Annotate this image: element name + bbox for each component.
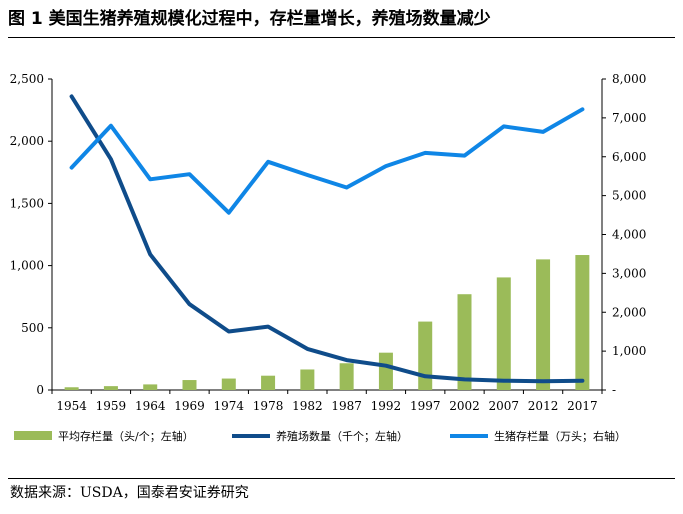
inventory-line: [69, 107, 585, 215]
title-rule: [8, 37, 675, 38]
y-tick-label-right: 2,000: [612, 305, 646, 319]
x-tick-label: 1987: [331, 399, 362, 413]
bar: [536, 259, 551, 390]
y-tick-label-left: 1,000: [10, 259, 44, 273]
legend-label: 养殖场数量（千个；左轴）: [276, 429, 408, 443]
bar: [261, 375, 276, 390]
x-tick-label: 1969: [174, 399, 205, 413]
bar: [143, 384, 158, 390]
y-tick-label-right: -: [612, 383, 616, 397]
y-tick-label-right: 5,000: [612, 189, 646, 203]
y-tick-label-right: 1,000: [612, 344, 646, 358]
line-series: [69, 94, 585, 384]
y-tick-label-left: 1,500: [10, 196, 44, 210]
legend-label: 生猪存栏量（万头；右轴）: [494, 429, 626, 443]
y-tick-label-left: 0: [36, 383, 44, 397]
y-tick-label-right: 7,000: [612, 111, 646, 125]
source-note: 数据来源：USDA，国泰君安证券研究: [10, 485, 249, 501]
legend-swatch-bar: [14, 431, 52, 440]
x-tick-label: 1964: [135, 399, 166, 413]
bar: [339, 363, 354, 390]
bar: [103, 386, 118, 390]
x-tick-label: 2017: [567, 399, 598, 413]
y-tick-label-right: 4,000: [612, 228, 646, 242]
bar-series: [64, 255, 590, 390]
x-tick-label: 1992: [371, 399, 402, 413]
x-tick-label: 1982: [292, 399, 323, 413]
bar: [418, 321, 433, 390]
y-tick-label-left: 2,000: [10, 134, 44, 148]
legend-label: 平均存栏量（头/个；左轴）: [58, 429, 194, 443]
x-tick-label: 1974: [214, 399, 245, 413]
x-tick-label: 1978: [253, 399, 284, 413]
bar: [496, 277, 511, 390]
x-tick-label: 1954: [56, 399, 87, 413]
y-tick-label-right: 3,000: [612, 266, 646, 280]
bar: [221, 378, 236, 390]
chart-legend: 平均存栏量（头/个；左轴） 养殖场数量（千个；左轴） 生猪存栏量（万头；右轴）: [14, 429, 626, 443]
x-tick-label: 1959: [96, 399, 127, 413]
bar: [378, 352, 393, 390]
chart: 0 500 1,000 1,500 2,000 2,500 - 1,000 2,000 3,000…: [10, 72, 647, 443]
bar: [575, 255, 590, 390]
figure-title: 图 1 美国生猪养殖规模化过程中，存栏量增长，养殖场数量减少: [8, 9, 491, 29]
y-tick-label-left: 2,500: [10, 72, 44, 86]
source-rule: [8, 478, 675, 479]
bar: [300, 369, 315, 390]
x-tick-label: 1997: [410, 399, 441, 413]
y-tick-label-right: 6,000: [612, 150, 646, 164]
bar: [64, 387, 79, 390]
bar: [182, 380, 197, 390]
y-tick-label-right: 8,000: [612, 72, 646, 86]
x-tick-label: 2012: [528, 399, 559, 413]
y-tick-label-left: 500: [21, 321, 44, 335]
x-tick-label: 2007: [489, 399, 520, 413]
x-tick-label: 2002: [449, 399, 480, 413]
chart-axes: 0 500 1,000 1,500 2,000 2,500 - 1,000 2,000 3,000…: [10, 72, 647, 413]
bar: [457, 294, 472, 390]
farms-line: [69, 94, 585, 384]
